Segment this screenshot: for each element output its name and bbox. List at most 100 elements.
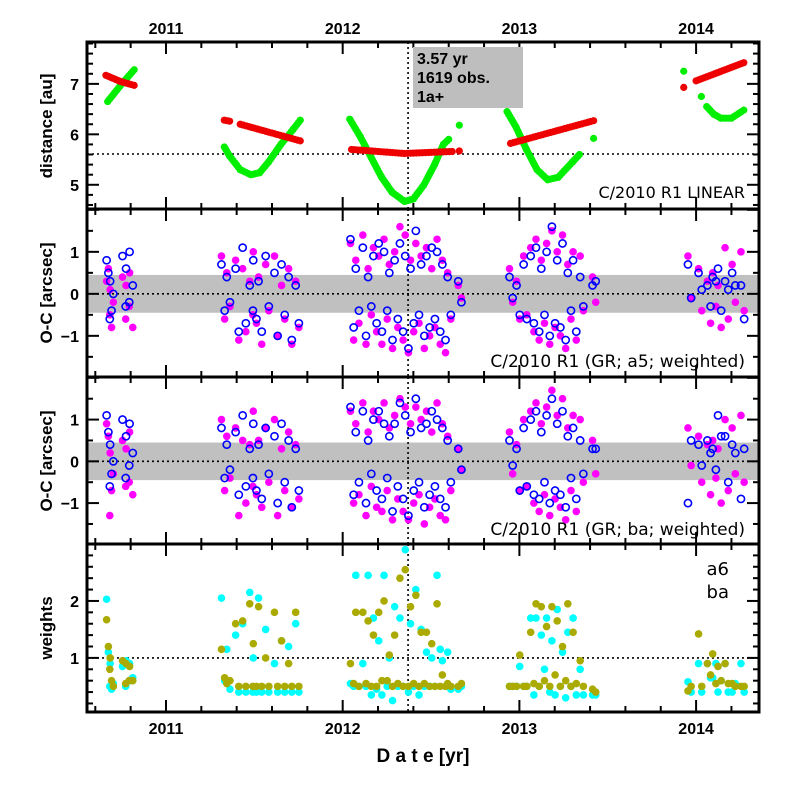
residual-point <box>220 486 229 495</box>
weight-point-ba <box>295 682 303 691</box>
weighted-residual-point <box>727 268 737 278</box>
weighted-residual-point <box>437 260 447 269</box>
residual-point <box>519 415 528 424</box>
residual-point <box>125 428 134 436</box>
weight-point-ba <box>526 628 535 637</box>
residual-point <box>409 499 418 507</box>
residual-point <box>390 411 399 420</box>
residual-point <box>542 239 551 248</box>
weight-point-ba <box>106 654 114 662</box>
weight-point-a6 <box>242 688 250 696</box>
weight-point-a6 <box>390 602 399 611</box>
weight-point-ba <box>714 662 722 671</box>
weight-point-ba <box>369 631 378 639</box>
residual-point <box>558 394 567 403</box>
weight-point-ba <box>447 682 455 691</box>
weight-point-ba <box>406 602 415 611</box>
residual-point <box>122 281 130 290</box>
weight-point-ba <box>412 591 420 600</box>
weight-point-a6 <box>254 594 263 602</box>
weighted-residual-point <box>545 331 555 341</box>
weight-point-ba <box>579 682 588 691</box>
weighted-residual-point <box>697 461 707 470</box>
residual-point <box>537 419 546 428</box>
weighted-residual-point <box>393 314 403 324</box>
weighted-residual-point <box>220 473 230 483</box>
residual-point <box>106 449 114 457</box>
weight-point-ba <box>257 682 266 691</box>
residual-point <box>234 511 243 520</box>
residual-point <box>687 461 695 470</box>
residual-point <box>569 248 577 256</box>
weighted-residual-point <box>686 436 696 445</box>
weighted-residual-point <box>457 465 466 475</box>
weighted-residual-point <box>515 486 525 495</box>
weight-point-a6 <box>576 665 584 674</box>
weighted-residual-point <box>105 481 115 491</box>
weight-point-ba <box>427 639 436 648</box>
weighted-residual-point <box>400 411 410 420</box>
weighted-residual-point <box>248 419 258 429</box>
weighted-residual-point <box>354 477 364 487</box>
residual-point <box>105 511 114 520</box>
sun-distance-point <box>590 117 598 125</box>
weighted-residual-point <box>105 314 115 324</box>
earth-distance-point <box>697 92 705 101</box>
weighted-residual-point <box>105 276 115 286</box>
residual-point <box>569 411 577 420</box>
residual-point <box>515 486 524 495</box>
weighted-residual-point <box>591 444 601 454</box>
residual-point <box>222 432 231 441</box>
weight-point-ba <box>374 608 383 617</box>
residual-point <box>249 407 258 416</box>
weighted-residual-point <box>103 268 113 278</box>
panel-frame <box>85 542 761 714</box>
residual-point <box>427 264 436 273</box>
weighted-residual-point <box>382 306 392 316</box>
weighted-residual-point <box>404 511 413 521</box>
residual-point <box>684 252 692 260</box>
weight-point-a6 <box>231 631 240 639</box>
weighted-residual-point <box>526 415 536 424</box>
weighted-residual-point <box>264 469 274 479</box>
residual-point <box>349 499 358 507</box>
weighted-residual-point <box>427 243 437 253</box>
residual-point <box>249 482 257 491</box>
weight-point-ba <box>697 682 706 691</box>
residual-point <box>261 260 270 269</box>
weighted-residual-point <box>591 276 601 286</box>
weight-point-a6 <box>422 648 431 657</box>
legend-a6: a6 <box>707 559 729 580</box>
weighted-residual-point <box>435 494 445 504</box>
weighted-residual-point <box>739 314 749 324</box>
residual-point <box>724 486 733 495</box>
weighted-residual-point <box>372 318 382 328</box>
weighted-residual-point <box>727 440 737 450</box>
weighted-residual-point <box>414 477 424 487</box>
weight-point-ba <box>125 662 134 671</box>
weight-point-a6 <box>436 645 445 654</box>
residual-point <box>284 428 293 436</box>
weight-point-ba <box>254 602 263 611</box>
weight-point-ba <box>364 617 372 625</box>
weight-point-a6 <box>415 691 423 699</box>
weighted-residual-point <box>730 281 740 290</box>
weighted-residual-point <box>529 318 539 328</box>
x-tick-label-top: 2013 <box>502 21 538 38</box>
weighted-residual-point <box>542 411 552 420</box>
weighted-residual-point <box>261 423 271 433</box>
residual-point <box>273 511 282 520</box>
weight-point-a6 <box>261 625 270 634</box>
weight-point-ba <box>564 599 572 608</box>
weight-point-ba <box>359 608 367 617</box>
weight-point-ba <box>425 682 434 691</box>
residual-point <box>724 315 733 323</box>
residual-point <box>412 239 420 248</box>
residual-point <box>420 520 429 528</box>
weighted-residual-point <box>703 436 712 445</box>
y-axis-title-o-c-ba: O-C [arcsec] <box>37 410 56 511</box>
residual-point <box>731 298 740 307</box>
weighted-residual-point <box>273 498 283 508</box>
weighted-residual-point <box>552 419 562 429</box>
weighted-residual-point <box>711 465 721 475</box>
